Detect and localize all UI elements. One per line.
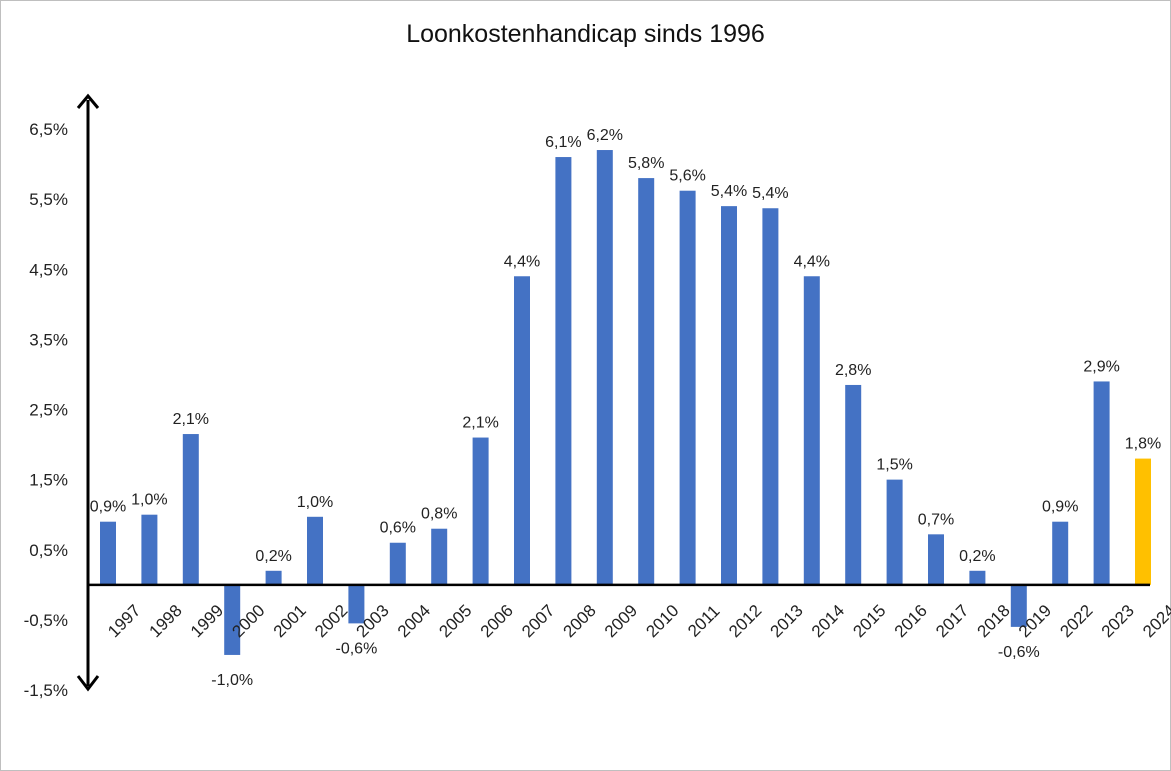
data-label-2009: 6,2% <box>587 127 623 144</box>
bar-2011 <box>679 190 696 585</box>
data-label-1997: 0,9% <box>90 499 126 516</box>
bar-1997 <box>100 521 116 585</box>
data-label-2018: 0,2% <box>959 548 995 565</box>
bar-2008 <box>555 157 572 585</box>
bar-2003 <box>348 584 365 624</box>
y-tick-labels: 6,5% 5,5% 4,5% 3,5% 2,5% 1,5% 0,5% -0,5% -1,5% <box>24 120 68 700</box>
bar-2004 <box>389 542 406 585</box>
data-label-2000: -1,0% <box>211 672 253 689</box>
data-label-2006: 2,1% <box>462 415 498 432</box>
bar-1999 <box>182 434 199 585</box>
data-label-2013: 5,4% <box>752 185 788 202</box>
x-tick-label: 2009 <box>601 601 641 641</box>
x-tick-label: 2007 <box>518 601 558 641</box>
bar-2019 <box>1010 584 1027 627</box>
bar-2002 <box>307 516 323 585</box>
y-tick-label: -1,5% <box>24 681 68 700</box>
x-tick-label: 1997 <box>104 601 144 641</box>
bar-2014 <box>803 276 820 585</box>
bar-2009 <box>596 150 613 585</box>
x-tick-label: 2011 <box>684 601 723 640</box>
chart-title: Loonkostenhandicap sinds 1996 <box>406 20 765 48</box>
bars <box>100 150 1151 655</box>
x-tick-label: 2005 <box>435 601 475 641</box>
x-tick-label: 2022 <box>1056 601 1096 641</box>
data-label-2002: 1,0% <box>297 494 333 511</box>
x-tick-label: 2012 <box>725 601 765 641</box>
data-label-2017: 0,7% <box>918 511 954 528</box>
data-label-2003: -0,6% <box>336 640 378 657</box>
bar-2015 <box>845 384 862 585</box>
x-tick-label: 2010 <box>642 601 682 641</box>
data-label-2024: 1,8% <box>1125 436 1161 453</box>
x-tick-label: 2023 <box>1098 601 1138 641</box>
y-tick-label: 4,5% <box>29 260 68 279</box>
data-label-2022: 0,9% <box>1042 499 1078 516</box>
bar-2000 <box>224 584 241 655</box>
y-tick-label: 5,5% <box>29 190 68 209</box>
data-label-2005: 0,8% <box>421 506 457 523</box>
data-label-2007: 4,4% <box>504 253 540 270</box>
x-tick-label: 2008 <box>560 601 600 641</box>
x-tick-label: 2016 <box>891 601 931 641</box>
bar-2024 <box>1135 458 1151 585</box>
x-tick-label: 2013 <box>767 601 807 641</box>
y-tick-label: 1,5% <box>29 471 68 490</box>
x-tick-label: 2018 <box>974 601 1014 641</box>
data-label-2014: 4,4% <box>794 253 830 270</box>
y-tick-label: 0,5% <box>29 541 68 560</box>
y-tick-label: 3,5% <box>29 330 68 349</box>
x-tick-label: 2002 <box>311 601 351 641</box>
bar-2010 <box>638 178 655 585</box>
data-labels: 0,9% 1,0% 2,1% -1,0% 0,2% 1,0% -0,6% 0,6% 0,8% 2,… <box>90 127 1161 689</box>
bar-1998 <box>141 514 158 585</box>
data-label-2016: 1,5% <box>876 457 912 474</box>
y-tick-label: -0,5% <box>24 611 68 630</box>
y-tick-label: 6,5% <box>29 120 68 139</box>
data-label-2015: 2,8% <box>835 362 871 379</box>
bar-2022 <box>1052 521 1069 585</box>
data-label-2011: 5,6% <box>669 168 705 185</box>
data-label-2019: -0,6% <box>998 644 1040 661</box>
x-tick-label: 2015 <box>849 601 889 641</box>
x-tick-label: 1998 <box>146 601 186 641</box>
bar-2013 <box>762 208 779 585</box>
data-label-2001: 0,2% <box>255 548 291 565</box>
x-tick-label: 2014 <box>808 601 848 641</box>
bar-2023 <box>1093 381 1110 585</box>
bar-2016 <box>886 479 903 585</box>
data-label-2023: 2,9% <box>1083 358 1119 375</box>
bar-2001 <box>265 570 282 585</box>
bar-2017 <box>928 534 944 585</box>
bar-2006 <box>472 437 489 585</box>
bar-2007 <box>514 276 530 585</box>
axes <box>76 93 1150 692</box>
bar-2005 <box>431 528 448 585</box>
bar-2018 <box>969 570 986 585</box>
y-tick-label: 2,5% <box>29 401 68 420</box>
y-axis-arrow-down <box>76 675 100 692</box>
data-label-2004: 0,6% <box>380 520 416 537</box>
data-label-1999: 2,1% <box>173 411 209 428</box>
x-tick-label: 2017 <box>932 601 972 641</box>
data-label-2010: 5,8% <box>628 155 664 172</box>
data-label-2012: 5,4% <box>711 183 747 200</box>
bar-2012 <box>721 206 737 585</box>
x-tick-label: 2024 <box>1139 601 1171 641</box>
y-axis-arrow-up <box>76 93 100 109</box>
x-tick-label: 2001 <box>270 601 310 641</box>
x-tick-label: 1999 <box>187 601 227 641</box>
data-label-2008: 6,1% <box>545 134 581 151</box>
x-tick-label: 2006 <box>477 601 517 641</box>
data-label-1998: 1,0% <box>131 492 167 509</box>
x-tick-label: 2004 <box>394 601 434 641</box>
